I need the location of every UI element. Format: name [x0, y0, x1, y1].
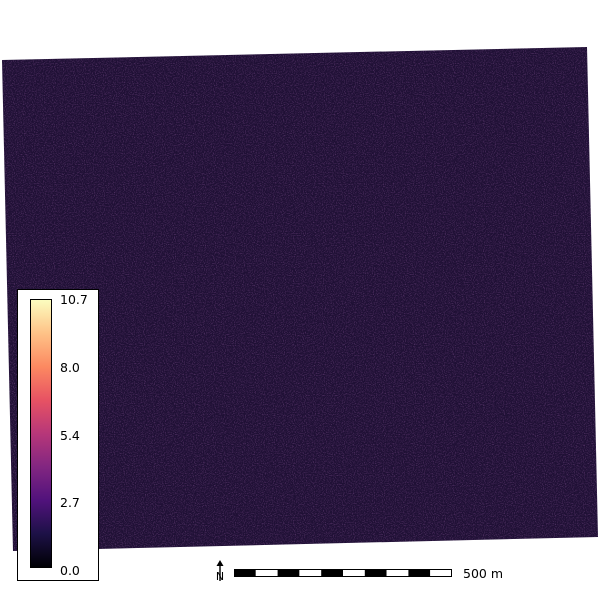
scale-bar: [234, 569, 452, 577]
legend-tick-high: 8.0: [60, 360, 80, 375]
legend-tick-min: 0.0: [60, 563, 80, 578]
scale-segment: [408, 569, 431, 577]
legend-tick-max: 10.7: [60, 292, 88, 307]
legend-tick-low: 2.7: [60, 495, 80, 510]
scale-segment: [343, 569, 365, 577]
raster-hotspots: [2, 47, 598, 551]
north-label: N: [216, 570, 224, 582]
north-arrow-icon: N: [216, 560, 224, 582]
scale-segment: [430, 569, 452, 577]
colorbar-ramp: [30, 299, 52, 568]
scale-segment: [386, 569, 409, 577]
scale-segment: [299, 569, 322, 577]
scale-segment: [255, 569, 278, 577]
scale-bar-label: 500 m: [463, 566, 504, 581]
colorbar-legend: 10.7 8.0 5.4 2.7 0.0: [17, 289, 99, 581]
scale-segment: [364, 569, 387, 577]
legend-tick-mid: 5.4: [60, 428, 80, 443]
scale-segment: [321, 569, 343, 577]
scale-segment: [234, 569, 256, 577]
scale-segment: [277, 569, 300, 577]
